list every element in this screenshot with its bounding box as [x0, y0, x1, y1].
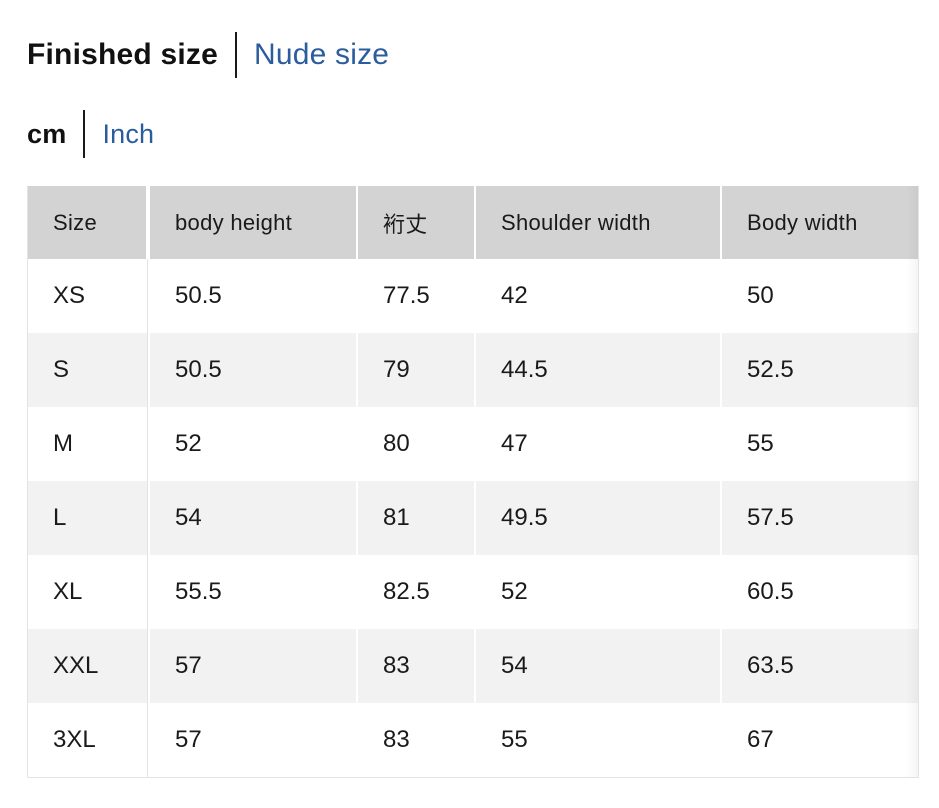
cell-value: 44.5	[474, 333, 720, 407]
cell-value: 57	[148, 629, 356, 703]
cell-value: 57.5	[720, 481, 918, 555]
tab-nude-size[interactable]: Nude size	[253, 38, 390, 71]
cell-value: 55.5	[148, 555, 356, 629]
cell-value: 63.5	[720, 629, 918, 703]
cell-value: 54	[148, 481, 356, 555]
cell-value: 49.5	[474, 481, 720, 555]
table-row: S 50.5 79 44.5 52.5	[28, 333, 918, 407]
cell-value: 52	[474, 555, 720, 629]
col-header-body-height: body height	[148, 186, 356, 259]
cell-size: L	[28, 481, 148, 555]
cell-size: XL	[28, 555, 148, 629]
col-header-shoulder-width: Shoulder width	[474, 186, 720, 259]
cell-value: 52	[148, 407, 356, 481]
divider	[234, 32, 237, 78]
cell-value: 55	[474, 703, 720, 777]
cell-value: 50.5	[148, 259, 356, 333]
col-header-yukitake: 裄丈	[356, 186, 474, 259]
table-row: XXL 57 83 54 63.5	[28, 629, 918, 703]
size-table-scroll-area[interactable]: Size body height 裄丈 Shoulder width Body …	[27, 186, 919, 778]
cell-value: 77.5	[356, 259, 474, 333]
size-table: Size body height 裄丈 Shoulder width Body …	[28, 186, 918, 777]
cell-value: 50.5	[148, 333, 356, 407]
cell-size: S	[28, 333, 148, 407]
divider	[83, 110, 86, 158]
size-type-toggle: Finished size Nude size	[27, 32, 917, 78]
cell-value: 55	[720, 407, 918, 481]
tab-cm[interactable]: cm	[27, 118, 67, 149]
col-header-body-width: Body width	[720, 186, 918, 259]
cell-value: 80	[356, 407, 474, 481]
cell-value: 52.5	[720, 333, 918, 407]
tab-inch[interactable]: Inch	[102, 118, 155, 149]
unit-toggle: cm Inch	[27, 110, 917, 158]
table-row: M 52 80 47 55	[28, 407, 918, 481]
table-row: XL 55.5 82.5 52 60.5	[28, 555, 918, 629]
cell-size: M	[28, 407, 148, 481]
cell-value: 83	[356, 629, 474, 703]
cell-value: 54	[474, 629, 720, 703]
col-header-size: Size	[28, 186, 148, 259]
table-header-row: Size body height 裄丈 Shoulder width Body …	[28, 186, 918, 259]
table-row: 3XL 57 83 55 67	[28, 703, 918, 777]
cell-value: 81	[356, 481, 474, 555]
table-row: L 54 81 49.5 57.5	[28, 481, 918, 555]
cell-value: 67	[720, 703, 918, 777]
cell-size: XS	[28, 259, 148, 333]
cell-value: 50	[720, 259, 918, 333]
cell-value: 47	[474, 407, 720, 481]
cell-value: 82.5	[356, 555, 474, 629]
cell-size: XXL	[28, 629, 148, 703]
table-row: XS 50.5 77.5 42 50	[28, 259, 918, 333]
cell-value: 60.5	[720, 555, 918, 629]
tab-finished-size[interactable]: Finished size	[27, 38, 218, 71]
cell-value: 57	[148, 703, 356, 777]
cell-size: 3XL	[28, 703, 148, 777]
cell-value: 83	[356, 703, 474, 777]
cell-value: 42	[474, 259, 720, 333]
cell-value: 79	[356, 333, 474, 407]
